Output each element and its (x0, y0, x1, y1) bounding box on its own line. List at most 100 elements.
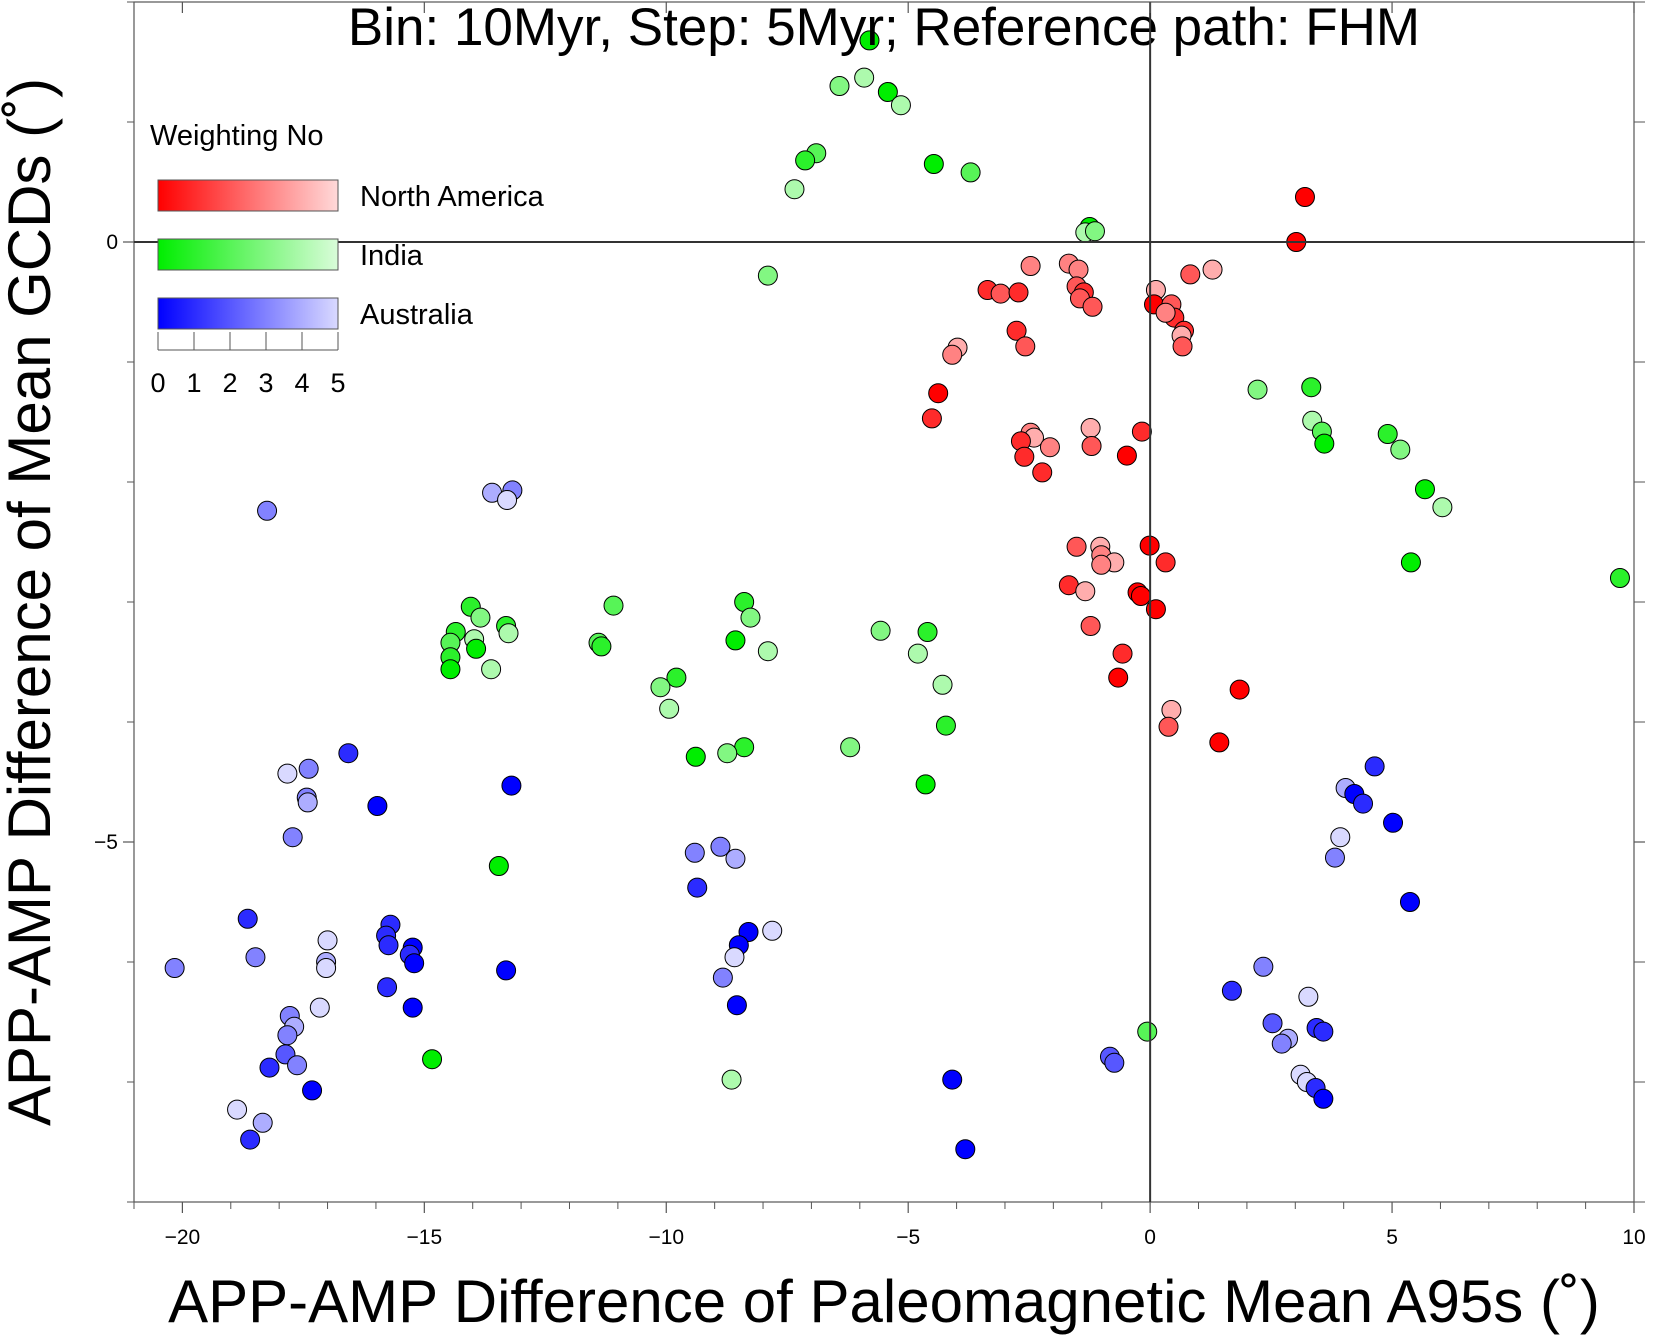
data-point (1080, 616, 1101, 636)
data-point (164, 958, 185, 978)
data-point (422, 1049, 443, 1070)
data-point (710, 836, 731, 857)
data-point (854, 67, 875, 88)
plot (164, 30, 1630, 1160)
data-point (317, 930, 338, 951)
data-point (915, 774, 936, 795)
data-point (309, 997, 330, 1018)
data-point (1161, 700, 1182, 720)
data-point (1399, 892, 1420, 912)
data-point (921, 408, 942, 429)
data-point (1383, 812, 1404, 833)
data-point (1271, 1033, 1292, 1054)
data-point (1075, 581, 1096, 602)
data-point (650, 677, 671, 698)
data-point (1116, 445, 1137, 466)
colorbar-tick-label: 4 (294, 368, 309, 398)
data-point (1091, 554, 1112, 575)
data-point (960, 162, 981, 183)
data-point (1313, 1088, 1334, 1109)
data-point (784, 179, 805, 200)
x-tick-label: −10 (648, 1226, 684, 1249)
colorbar-tick-label: 0 (150, 368, 165, 398)
data-point (829, 76, 850, 96)
data-point (1008, 282, 1029, 303)
data-point (942, 1069, 963, 1090)
data-point (1155, 552, 1176, 573)
data-point (1298, 986, 1319, 1007)
data-point (316, 958, 337, 978)
data-point (795, 150, 816, 171)
x-tick-label: 0 (1144, 1226, 1156, 1249)
data-point (378, 935, 399, 956)
data-point (1229, 679, 1250, 700)
data-point (1130, 586, 1151, 606)
data-point (1112, 643, 1133, 664)
data-point (757, 641, 778, 662)
y-axis-label: APP-AMP Difference of Mean GCDs (˚) (0, 78, 63, 1126)
data-point (923, 154, 944, 174)
data-point (481, 659, 502, 680)
data-point (685, 746, 706, 767)
colorbar-tick-label: 5 (330, 368, 345, 398)
data-point (740, 607, 761, 628)
data-point (928, 383, 949, 404)
data-point (1104, 1052, 1125, 1073)
data-point (338, 743, 359, 764)
data-point (252, 1112, 273, 1133)
data-point (1108, 667, 1129, 688)
colorbar-tick-label: 1 (186, 368, 201, 398)
data-point (935, 715, 956, 736)
colorbar (157, 297, 339, 330)
x-tick-label: −15 (407, 1226, 443, 1249)
y-tick-label: 0 (106, 231, 118, 254)
data-point (990, 283, 1011, 304)
data-point (725, 630, 746, 651)
data-point (762, 920, 783, 941)
data-point (1084, 221, 1105, 242)
data-point (501, 775, 522, 796)
data-point (1066, 536, 1087, 557)
data-point (227, 1099, 248, 1120)
data-point (496, 960, 517, 981)
data-point (440, 659, 461, 680)
plot-frame (133, 1, 1635, 1203)
data-point (870, 620, 891, 641)
legend-label: India (360, 240, 424, 272)
colorbar (157, 238, 339, 271)
data-point (1131, 421, 1152, 442)
colorbar-title: Weighting No (150, 120, 324, 152)
data-point (955, 1139, 976, 1160)
data-point (1247, 379, 1268, 400)
data-point (859, 30, 880, 51)
data-point (1414, 479, 1435, 500)
data-point (1330, 827, 1351, 848)
data-point (404, 953, 425, 974)
data-point (287, 1055, 308, 1076)
x-tick-label: −20 (165, 1226, 201, 1249)
data-point (717, 743, 738, 764)
x-tick-label: 5 (1386, 1226, 1398, 1249)
data-point (282, 827, 303, 848)
data-point (724, 947, 745, 968)
x-tick-label: 10 (1622, 1226, 1645, 1249)
data-point (666, 667, 687, 688)
data-point (1377, 424, 1398, 444)
colorbar-tick-label: 3 (258, 368, 273, 398)
data-point (877, 82, 898, 102)
data-point (1221, 980, 1242, 1001)
data-point (1400, 552, 1421, 573)
data-point (1262, 1013, 1283, 1034)
data-point (1145, 599, 1166, 620)
data-point (470, 607, 491, 628)
legend-label: North America (360, 181, 545, 213)
chart-title: Bin: 10Myr, Step: 5Myr; Reference path: … (348, 0, 1420, 57)
data-point (1209, 732, 1230, 753)
data-point (684, 842, 705, 863)
data-point (1432, 497, 1453, 518)
data-point (1014, 446, 1035, 467)
data-point (1068, 259, 1089, 280)
data-point (1006, 320, 1027, 341)
data-point (1301, 377, 1322, 398)
data-point (890, 95, 911, 116)
